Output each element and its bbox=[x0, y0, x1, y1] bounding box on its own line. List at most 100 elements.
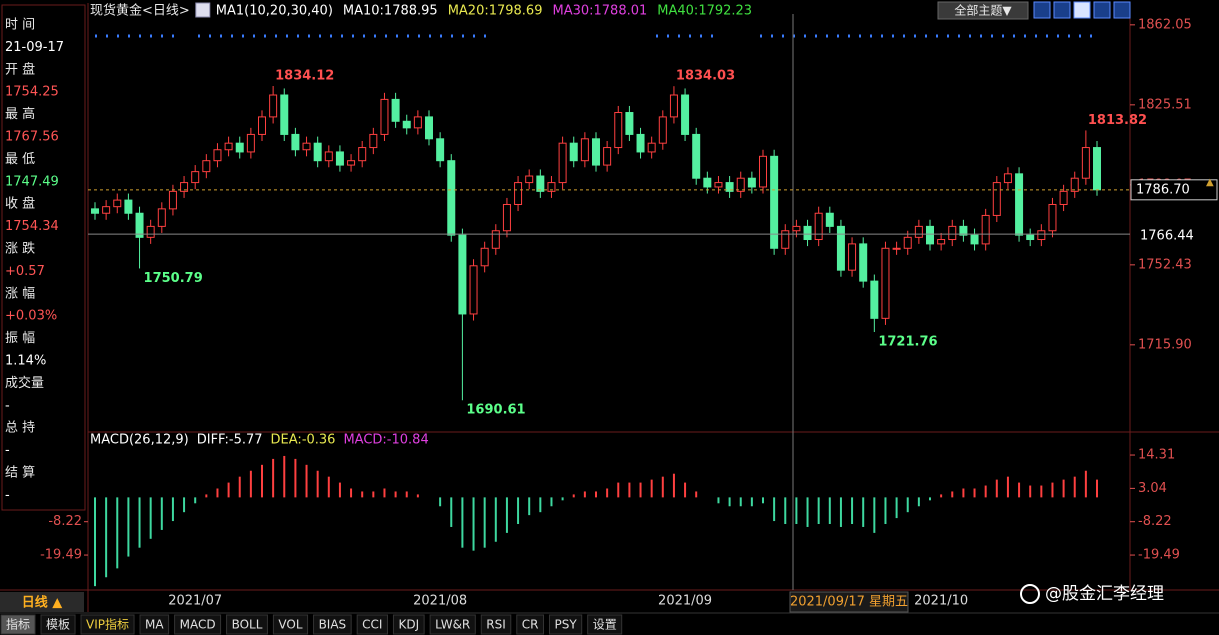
candle-body bbox=[402, 120, 411, 129]
tab-bg[interactable] bbox=[0, 614, 36, 635]
candle-body bbox=[836, 225, 845, 271]
candle-body bbox=[213, 149, 222, 162]
candle-body bbox=[469, 265, 478, 315]
tab-bg[interactable] bbox=[40, 614, 76, 635]
tab-bg[interactable] bbox=[174, 614, 222, 635]
tab[interactable]: LW&R bbox=[435, 618, 470, 632]
ma-indicator: MA10:1788.95 bbox=[343, 4, 438, 19]
tab[interactable]: 模板 bbox=[46, 618, 70, 632]
symbol-title[interactable]: 现货黄金<日线> bbox=[90, 3, 190, 19]
tab-bg[interactable] bbox=[272, 614, 309, 635]
sidebar-value: 1767.56 bbox=[5, 130, 59, 145]
candle-body bbox=[280, 94, 289, 135]
tab-bg[interactable] bbox=[480, 614, 512, 635]
tab-bg[interactable] bbox=[80, 614, 135, 635]
candle-body bbox=[781, 230, 790, 249]
tab-bg[interactable] bbox=[429, 614, 476, 635]
candle-body bbox=[525, 175, 534, 184]
tab-bg[interactable] bbox=[313, 614, 352, 635]
candle-body bbox=[258, 116, 266, 135]
tab[interactable]: MACD bbox=[180, 618, 216, 632]
candle-body bbox=[246, 133, 255, 153]
candle-body bbox=[736, 177, 745, 192]
y-tick-label: 1752.43 bbox=[1138, 257, 1192, 272]
tab[interactable]: BOLL bbox=[232, 618, 263, 632]
sidebar-value: +0.57 bbox=[5, 264, 45, 279]
candle-body bbox=[425, 116, 433, 140]
candle-body bbox=[1015, 173, 1024, 236]
tool-icon[interactable] bbox=[1033, 1, 1051, 19]
tab-bg[interactable] bbox=[226, 614, 268, 635]
period-button[interactable]: 日线 ▲ bbox=[22, 595, 63, 611]
tab[interactable]: MA bbox=[145, 618, 164, 632]
candle-body bbox=[569, 142, 578, 162]
candle-body bbox=[614, 112, 623, 149]
tab[interactable]: 指标 bbox=[6, 617, 30, 632]
sidebar-value: 1.14% bbox=[5, 354, 46, 369]
candle-body bbox=[926, 225, 934, 245]
y-tick-label-left: -19.49 bbox=[40, 548, 82, 563]
sidebar-label: 结 算 bbox=[5, 466, 35, 481]
tool-icon[interactable] bbox=[1053, 1, 1071, 19]
candle-body bbox=[770, 155, 779, 249]
candle-body bbox=[881, 247, 890, 319]
y-tick-label: -8.22 bbox=[1138, 514, 1172, 529]
sidebar-label: 最 低 bbox=[5, 152, 35, 167]
candle-body bbox=[157, 208, 166, 227]
crosshair-date: 2021/09/17 星期五 bbox=[790, 595, 908, 610]
candle-body bbox=[536, 175, 545, 192]
tab-bg[interactable] bbox=[139, 614, 170, 635]
low-label: 1750.79 bbox=[144, 271, 203, 286]
candle-body bbox=[202, 160, 211, 173]
candle-body bbox=[937, 239, 946, 245]
tab-bg[interactable] bbox=[516, 614, 544, 635]
candle-body bbox=[324, 151, 333, 162]
candle-body bbox=[436, 138, 445, 162]
tool-icon[interactable] bbox=[1113, 1, 1131, 19]
candle-body bbox=[369, 133, 378, 149]
tool-icon[interactable] bbox=[1073, 1, 1091, 19]
sidebar-label: 最 高 bbox=[5, 106, 35, 122]
tab[interactable]: CR bbox=[522, 618, 539, 632]
x-tick-label: 2021/07 bbox=[168, 594, 222, 609]
sidebar-value: - bbox=[5, 488, 10, 503]
tab[interactable]: KDJ bbox=[398, 618, 419, 632]
tab-bg[interactable] bbox=[587, 614, 623, 635]
tab[interactable]: 设置 bbox=[593, 618, 617, 632]
tab[interactable]: BIAS bbox=[319, 618, 347, 632]
tab-bg[interactable] bbox=[356, 614, 388, 635]
candle-body bbox=[558, 142, 567, 184]
tab[interactable]: VOL bbox=[278, 618, 302, 632]
period-button-bg[interactable] bbox=[0, 592, 84, 612]
tab[interactable]: PSY bbox=[555, 618, 578, 632]
candle-body bbox=[759, 155, 767, 188]
candle-body bbox=[335, 151, 344, 166]
tool-icon[interactable] bbox=[1093, 1, 1111, 19]
candle-body bbox=[391, 98, 400, 122]
candle-body bbox=[91, 208, 99, 214]
sidebar-label: 总 持 bbox=[5, 421, 35, 436]
y-tick-label: 3.04 bbox=[1138, 481, 1167, 496]
candle-body bbox=[447, 160, 456, 236]
tab[interactable]: VIP指标 bbox=[86, 617, 129, 632]
candle-body bbox=[681, 94, 690, 135]
candle-body bbox=[102, 206, 111, 214]
candle-body bbox=[124, 199, 133, 214]
candle-body bbox=[491, 230, 500, 249]
tab[interactable]: RSI bbox=[486, 618, 506, 632]
tab[interactable]: CCI bbox=[362, 618, 382, 632]
sidebar-value: +0.03% bbox=[5, 309, 57, 324]
sidebar-value: 1747.49 bbox=[5, 174, 59, 189]
sidebar-value: - bbox=[5, 443, 10, 458]
sidebar-label: 开 盘 bbox=[5, 61, 35, 77]
last-price-label: 1786.70 bbox=[1136, 182, 1190, 197]
tab-bg[interactable] bbox=[549, 614, 583, 635]
candle-body bbox=[458, 234, 467, 315]
watermark-logo bbox=[1020, 584, 1040, 604]
theme-button[interactable]: 全部主题▼ bbox=[954, 3, 1012, 18]
tab-bg[interactable] bbox=[392, 614, 425, 635]
macd-legend: MACD(26,12,9) bbox=[90, 433, 189, 448]
theme-button-bg[interactable] bbox=[937, 1, 1029, 20]
macd-legend: MACD:-10.84 bbox=[343, 433, 428, 448]
